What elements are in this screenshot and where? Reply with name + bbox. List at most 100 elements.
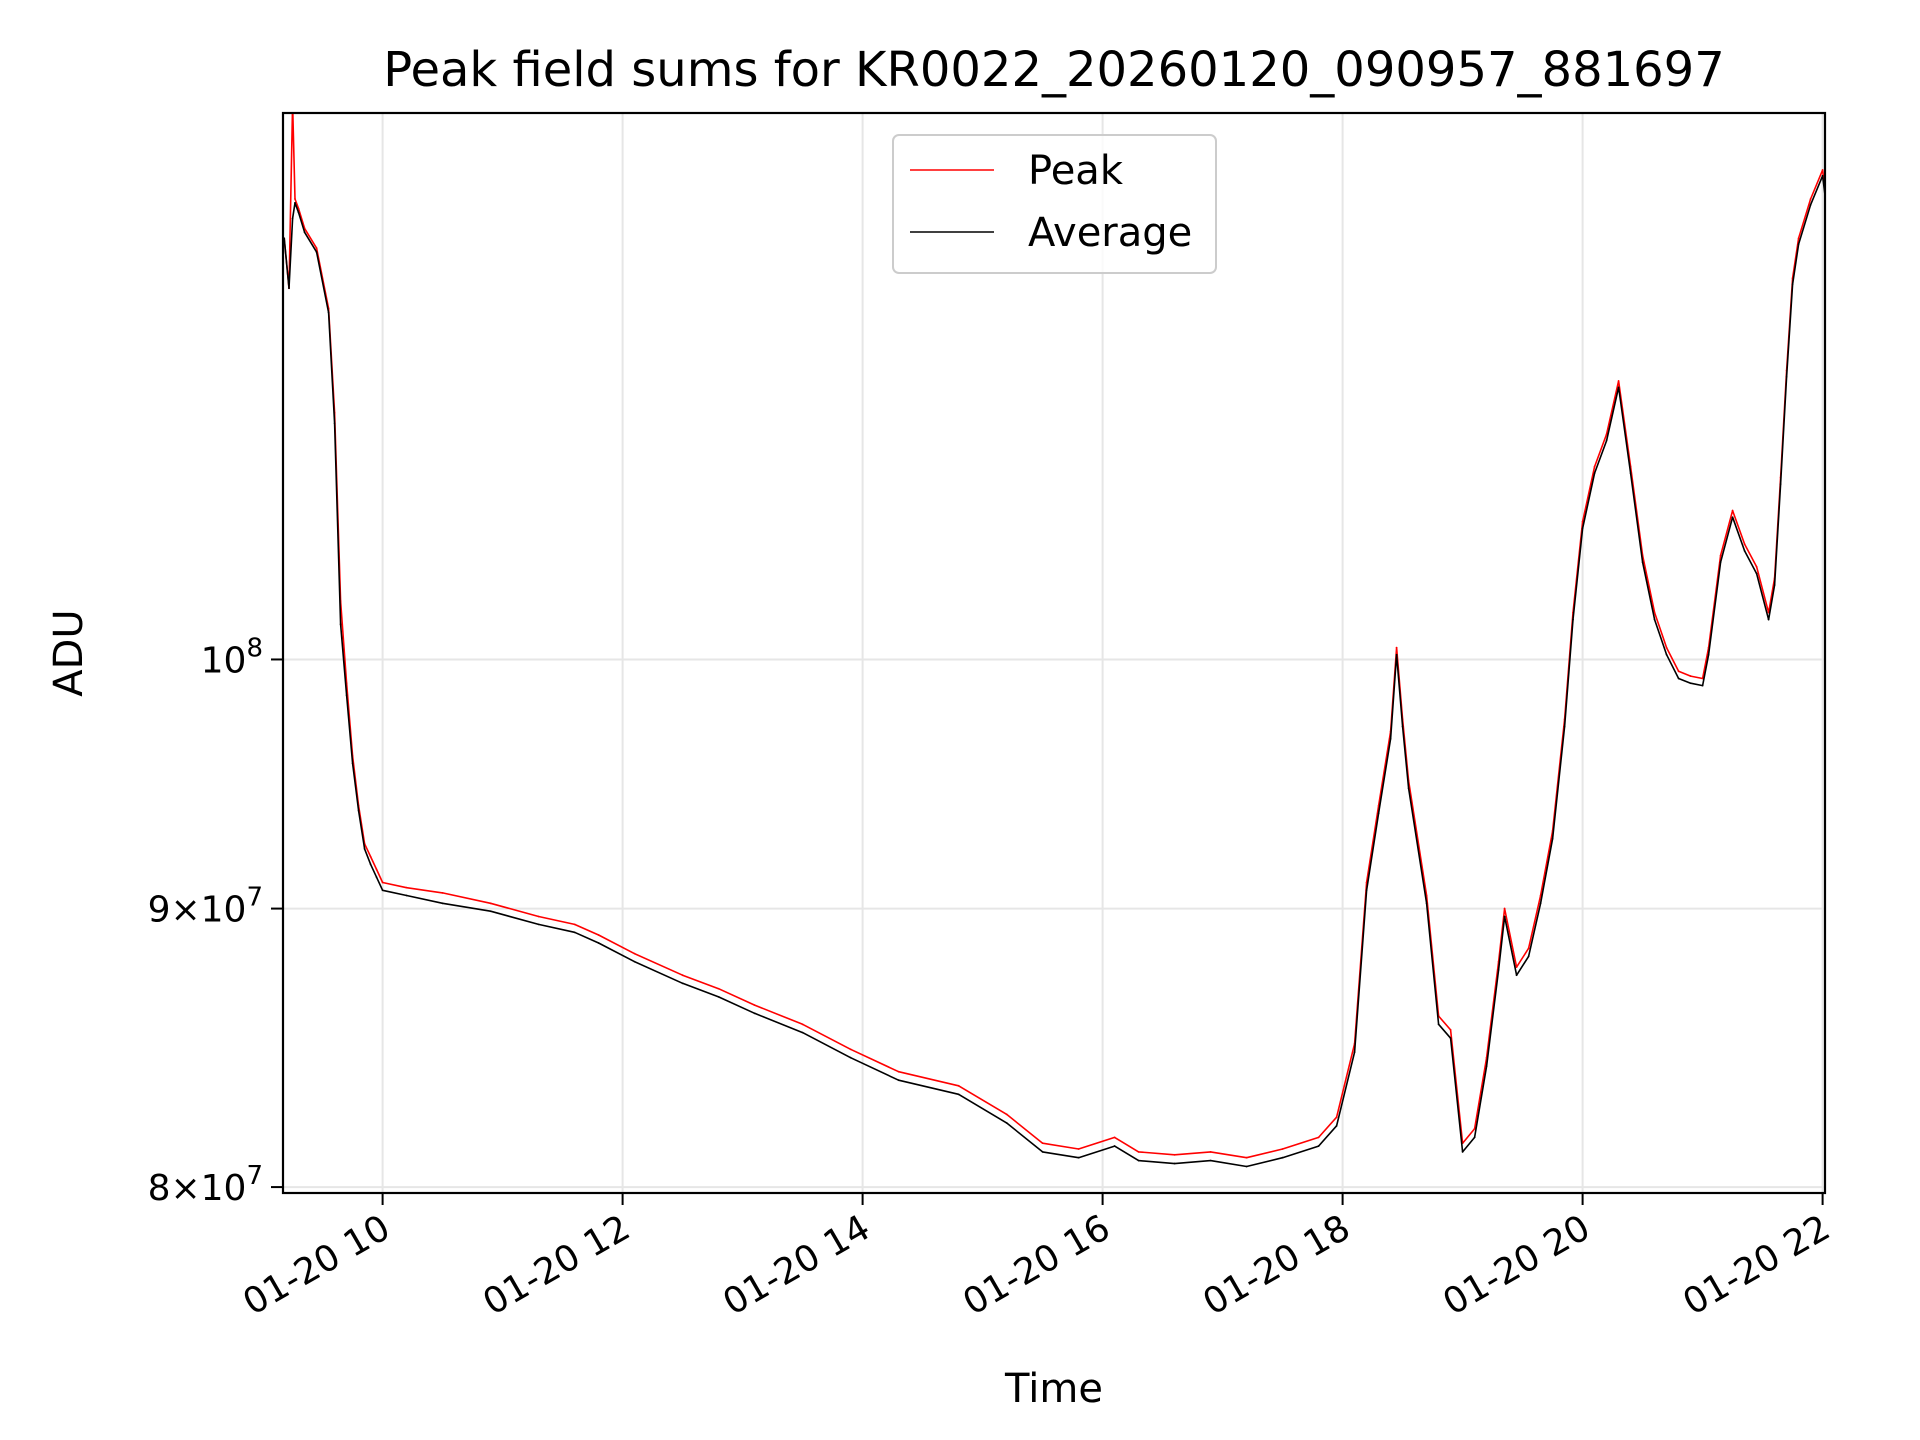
data-point-average-84 [1797,243,1800,246]
data-point-average-3 [294,201,296,204]
data-point-average-27 [801,1031,804,1034]
data-point-average-15 [375,876,378,879]
data-point-peak-38 [1245,1156,1248,1159]
data-point-peak-34 [1113,1136,1116,1139]
data-point-average-40 [1317,1145,1320,1147]
data-point-average-68 [1641,561,1644,564]
data-point-average-10 [345,694,348,697]
data-point-peak-33 [1077,1148,1080,1150]
data-point-peak-37 [1209,1150,1212,1153]
data-point-average-67 [1629,472,1632,475]
data-point-average-54 [1485,1065,1488,1067]
data-point-peak-46 [1395,646,1398,649]
data-point-average-83 [1791,283,1794,286]
data-point-peak-78 [1755,565,1758,568]
data-point-average-46 [1395,653,1398,656]
data-point-average-28 [849,1056,852,1059]
data-point-average-11 [351,762,354,765]
axes-frame [281,111,1827,1195]
data-point-average-36 [1173,1162,1176,1165]
data-point-average-70 [1665,653,1668,656]
data-point-average-12 [357,809,360,812]
data-point-peak-20 [537,915,540,918]
series-line-average [283,175,1825,1168]
data-point-average-53 [1473,1136,1476,1139]
data-point-average-30 [957,1093,960,1096]
data-point-average-8 [333,422,336,425]
data-point-average-49 [1425,902,1428,905]
data-point-average-31 [1005,1122,1008,1124]
data-point-peak-69 [1653,611,1656,614]
data-point-peak-16 [381,881,384,884]
data-point-average-62 [1572,618,1574,621]
data-point-peak-39 [1281,1148,1284,1150]
data-point-peak-36 [1173,1153,1176,1156]
data-point-average-25 [717,996,720,998]
data-point-peak-26 [753,1004,756,1007]
series-line-peak [283,113,1825,1159]
data-point-average-65 [1605,439,1608,442]
data-point-average-85 [1809,203,1812,206]
data-point-average-24 [681,982,684,985]
data-point-peak-86 [1821,169,1824,171]
data-point-average-34 [1113,1145,1116,1147]
y-axis-label: ADU [46,609,92,696]
data-point-average-86 [1821,174,1824,177]
data-point-peak-29 [897,1070,900,1073]
data-point-peak-31 [1005,1113,1008,1116]
data-point-average-59 [1539,902,1542,905]
data-point-peak-25 [717,987,720,990]
data-point-average-2 [291,217,294,220]
series-layer [283,113,1825,1168]
data-point-peak-40 [1317,1136,1320,1139]
data-point-peak-23 [633,952,636,955]
data-point-average-73 [1701,684,1704,687]
data-point-average-69 [1653,618,1656,621]
data-point-average-57 [1515,974,1518,977]
data-point-average-20 [537,923,540,926]
data-point-peak-18 [441,891,444,894]
data-point-average-79 [1767,618,1770,621]
data-point-average-33 [1077,1156,1080,1159]
data-point-peak-58 [1527,947,1530,950]
y-tick-label-0: 8×107 [148,1161,263,1209]
data-point-peak-27 [801,1023,804,1026]
data-point-peak-76 [1731,509,1734,512]
data-point-average-64 [1593,472,1596,475]
data-point-average-77 [1743,549,1746,552]
y-tick-exponent-2: 8 [246,633,263,663]
data-point-average-42 [1353,1051,1356,1053]
data-point-average-60 [1551,837,1554,840]
data-point-average-76 [1731,516,1734,519]
data-point-average-50 [1437,1023,1440,1026]
data-point-average-13 [363,848,366,850]
data-point-average-52 [1461,1150,1464,1153]
data-point-average-21 [573,931,576,934]
y-tick-label-1: 9×107 [148,883,263,931]
data-point-average-58 [1527,955,1530,958]
data-point-peak-64 [1593,465,1596,468]
data-point-peak-24 [681,974,684,977]
data-point-average-9 [339,623,342,626]
data-point-peak-19 [489,902,492,905]
data-point-peak-71 [1677,670,1680,673]
data-point-average-6 [315,251,318,254]
data-point-average-51 [1449,1037,1452,1040]
data-point-peak-28 [849,1048,852,1051]
legend-label-peak: Peak [1028,148,1124,194]
data-point-peak-22 [597,934,600,936]
plot-area [283,113,1825,1168]
y-tick-exponent-0: 7 [246,1161,263,1191]
data-point-peak-75 [1719,554,1722,557]
data-point-average-1 [288,287,290,290]
data-point-average-22 [597,942,600,944]
data-point-peak-66 [1617,380,1620,382]
data-point-average-81 [1779,483,1782,485]
data-point-average-16 [381,889,384,892]
data-point-average-26 [753,1012,756,1015]
data-point-average-17 [405,894,408,897]
data-point-average-7 [327,311,330,314]
data-point-peak-63 [1581,520,1584,523]
data-point-peak-15 [375,868,378,871]
data-point-average-63 [1581,527,1584,530]
